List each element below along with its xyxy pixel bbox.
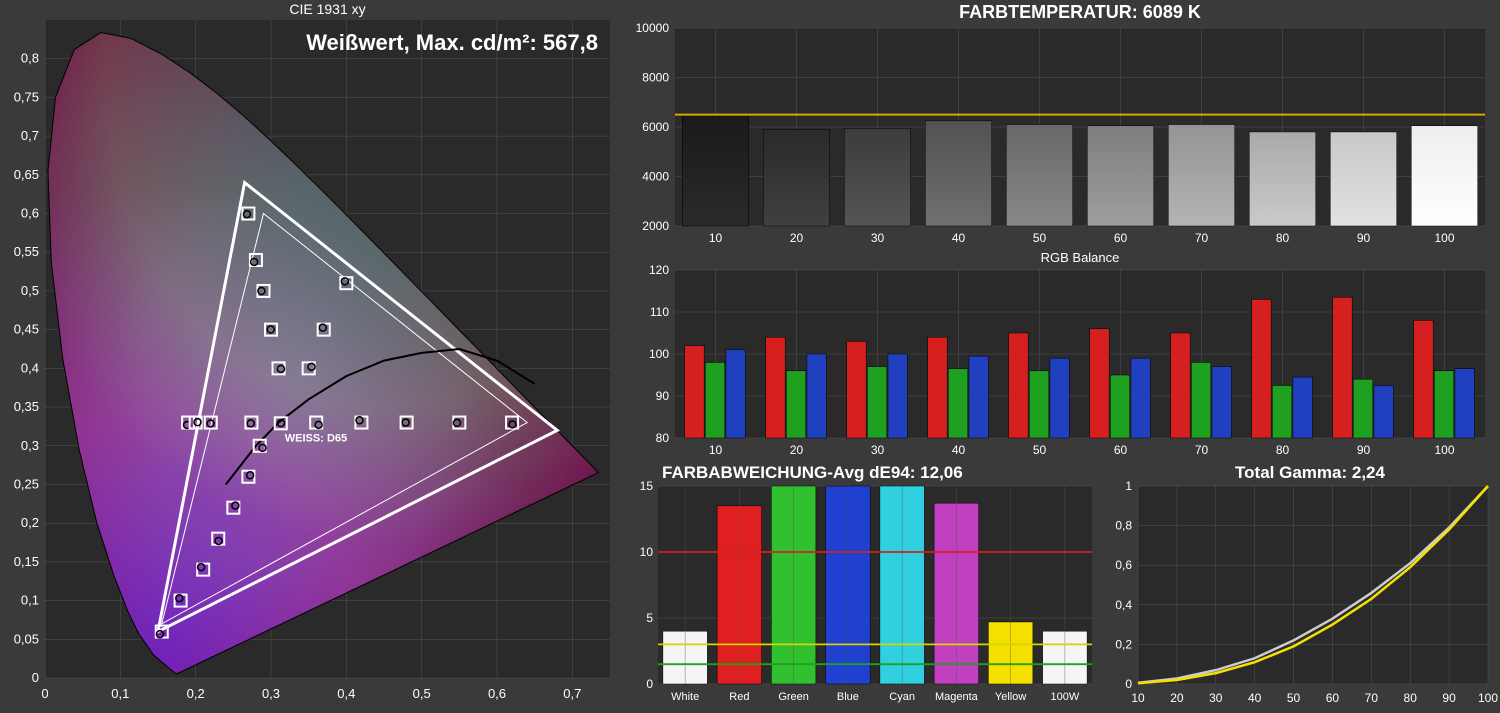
svg-text:0,7: 0,7: [21, 128, 39, 143]
svg-text:90: 90: [1357, 443, 1371, 457]
svg-text:0,6: 0,6: [1115, 558, 1132, 572]
svg-text:40: 40: [1248, 691, 1262, 705]
colortemp-title: FARBTEMPERATUR: 6089 K: [959, 2, 1201, 22]
svg-text:8000: 8000: [642, 71, 669, 85]
svg-text:White: White: [671, 691, 699, 703]
svg-text:0,5: 0,5: [413, 686, 431, 701]
svg-text:30: 30: [1209, 691, 1223, 705]
svg-text:Cyan: Cyan: [889, 691, 915, 703]
svg-text:70: 70: [1365, 691, 1379, 705]
svg-text:CIE 1931 xy: CIE 1931 xy: [289, 1, 365, 17]
svg-text:10: 10: [1131, 691, 1145, 705]
svg-text:0,1: 0,1: [21, 593, 39, 608]
svg-text:90: 90: [656, 389, 670, 403]
svg-text:100: 100: [1434, 443, 1454, 457]
svg-text:0,8: 0,8: [21, 51, 39, 66]
svg-text:Yellow: Yellow: [995, 691, 1026, 703]
svg-text:2000: 2000: [642, 219, 669, 233]
cie-overlay-text: Weißwert, Max. cd/m²: 567,8: [306, 30, 598, 55]
svg-text:80: 80: [656, 431, 670, 445]
deviation-chart: 0 5 10 15 White Red Green Blue Cyan Magenta Yellow…: [620, 460, 1100, 708]
svg-text:100W: 100W: [1051, 691, 1080, 703]
svg-text:30: 30: [871, 443, 885, 457]
svg-text:0,3: 0,3: [21, 438, 39, 453]
svg-text:100: 100: [1478, 691, 1498, 705]
cie-panel: 0 0,1 0,2 0,3 0,4 0,5 0,6 0,7 0 0,05 0,1 0,15 0,2 0,2…: [0, 0, 620, 713]
svg-text:0,15: 0,15: [14, 554, 39, 569]
svg-text:10: 10: [709, 231, 723, 245]
svg-text:0,6: 0,6: [488, 686, 506, 701]
svg-text:80: 80: [1276, 231, 1290, 245]
svg-text:Green: Green: [778, 691, 809, 703]
svg-text:0: 0: [1125, 677, 1132, 691]
svg-text:4000: 4000: [642, 170, 669, 184]
svg-text:60: 60: [1114, 443, 1128, 457]
rgb-title: RGB Balance: [1041, 250, 1120, 265]
svg-text:60: 60: [1114, 231, 1128, 245]
svg-text:10: 10: [640, 545, 654, 559]
svg-text:0,4: 0,4: [1115, 598, 1132, 612]
svg-text:100: 100: [1434, 231, 1454, 245]
svg-text:0,45: 0,45: [14, 322, 39, 337]
svg-text:6000: 6000: [642, 120, 669, 134]
svg-text:0,75: 0,75: [14, 89, 39, 104]
svg-text:0,25: 0,25: [14, 476, 39, 491]
svg-text:40: 40: [952, 231, 966, 245]
svg-text:50: 50: [1033, 231, 1047, 245]
deviation-title: FARBABWEICHUNG-Avg dE94: 12,06: [662, 463, 963, 482]
svg-text:0: 0: [32, 670, 39, 685]
svg-text:0,6: 0,6: [21, 206, 39, 221]
svg-text:50: 50: [1033, 443, 1047, 457]
svg-text:10: 10: [709, 443, 723, 457]
svg-text:Red: Red: [729, 691, 749, 703]
svg-text:20: 20: [790, 443, 804, 457]
svg-text:0,2: 0,2: [21, 515, 39, 530]
rgb-balance-chart: 80 90 100 110 120 10 20 30 40 50 60 70 80 90 100 RGB Ba…: [620, 248, 1500, 460]
svg-text:0,55: 0,55: [14, 244, 39, 259]
svg-text:0,4: 0,4: [337, 686, 355, 701]
svg-text:60: 60: [1326, 691, 1340, 705]
svg-text:20: 20: [1170, 691, 1184, 705]
svg-text:80: 80: [1404, 691, 1418, 705]
svg-text:70: 70: [1195, 231, 1209, 245]
svg-text:1: 1: [1125, 479, 1132, 493]
svg-text:15: 15: [640, 479, 654, 493]
svg-text:90: 90: [1357, 231, 1371, 245]
svg-text:0,4: 0,4: [21, 360, 39, 375]
svg-text:0,35: 0,35: [14, 399, 39, 414]
svg-text:120: 120: [649, 263, 669, 277]
svg-text:10000: 10000: [636, 21, 670, 35]
svg-text:0,5: 0,5: [21, 283, 39, 298]
svg-text:110: 110: [650, 305, 669, 319]
svg-text:0,2: 0,2: [187, 686, 205, 701]
svg-text:0,1: 0,1: [111, 686, 129, 701]
svg-text:0,2: 0,2: [1115, 637, 1132, 651]
gamma-title: Total Gamma: 2,24: [1235, 463, 1385, 482]
colortemp-chart: 2000 4000 6000 8000 10000 10 20 30 40 50 60 70 80 90 1…: [620, 0, 1500, 248]
svg-text:0: 0: [41, 686, 48, 701]
svg-text:WEISS: D65: WEISS: D65: [285, 432, 347, 444]
svg-text:40: 40: [952, 443, 966, 457]
svg-text:0: 0: [646, 677, 653, 691]
svg-text:70: 70: [1195, 443, 1209, 457]
svg-text:Blue: Blue: [837, 691, 859, 703]
gamma-chart: 0 0,2 0,4 0,6 0,8 1 10 20 30 40 50 60 70 80 90 100 Total…: [1100, 460, 1500, 708]
svg-text:Magenta: Magenta: [935, 691, 979, 703]
svg-text:0,65: 0,65: [14, 167, 39, 182]
svg-text:50: 50: [1287, 691, 1301, 705]
svg-text:0,7: 0,7: [563, 686, 581, 701]
svg-text:0,8: 0,8: [1115, 519, 1132, 533]
svg-text:100: 100: [649, 347, 669, 361]
cie-chart: 0 0,1 0,2 0,3 0,4 0,5 0,6 0,7 0 0,05 0,1 0,15 0,2 0,2…: [0, 0, 620, 708]
svg-text:90: 90: [1442, 691, 1456, 705]
svg-text:0,05: 0,05: [14, 631, 39, 646]
svg-text:20: 20: [790, 231, 804, 245]
svg-text:30: 30: [871, 231, 885, 245]
svg-text:0,3: 0,3: [262, 686, 280, 701]
svg-text:5: 5: [646, 611, 653, 625]
svg-text:80: 80: [1276, 443, 1290, 457]
